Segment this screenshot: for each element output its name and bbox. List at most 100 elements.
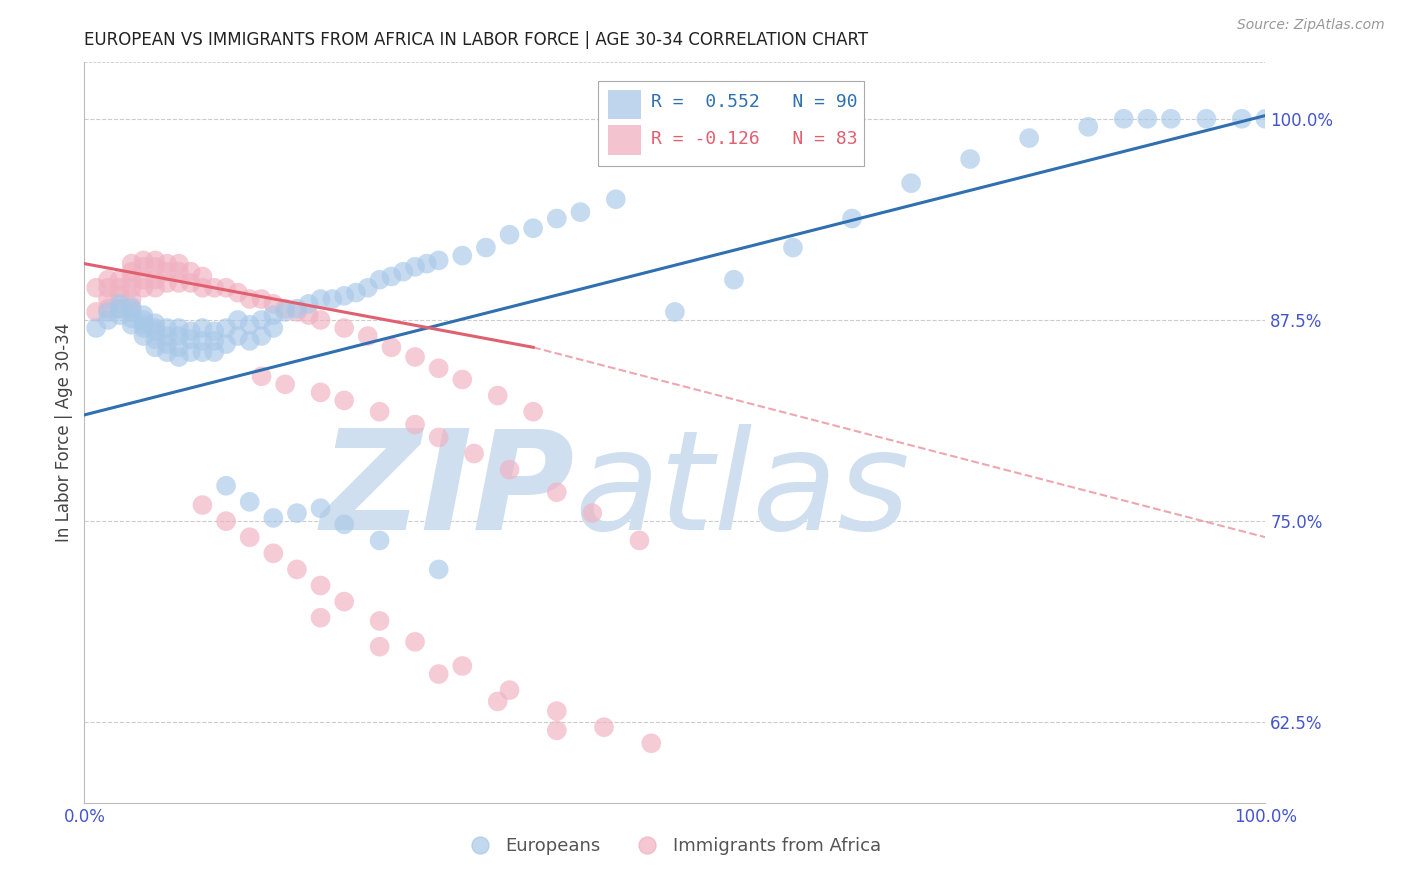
Point <box>108 301 131 316</box>
Point <box>262 308 284 322</box>
Point <box>486 388 509 402</box>
Text: atlas: atlas <box>575 425 910 559</box>
Point <box>156 257 179 271</box>
Point <box>121 292 143 306</box>
Point <box>215 321 238 335</box>
Point <box>108 308 131 322</box>
Point <box>285 562 308 576</box>
Point <box>427 361 450 376</box>
Point <box>250 292 273 306</box>
Point <box>285 506 308 520</box>
Point <box>404 350 426 364</box>
Point <box>132 273 155 287</box>
Point <box>84 281 107 295</box>
Point <box>167 257 190 271</box>
Point <box>593 720 616 734</box>
Point <box>180 276 202 290</box>
Point <box>262 297 284 311</box>
Point <box>121 281 143 295</box>
Point <box>191 281 214 295</box>
Point <box>427 562 450 576</box>
Point <box>640 736 662 750</box>
Point <box>143 321 166 335</box>
Point <box>215 281 238 295</box>
Point <box>108 301 131 316</box>
Point <box>239 318 262 332</box>
Point <box>191 321 214 335</box>
Point <box>167 329 190 343</box>
Point <box>132 321 155 335</box>
Point <box>180 324 202 338</box>
Point <box>143 273 166 287</box>
Point <box>215 337 238 351</box>
Point <box>404 635 426 649</box>
Point <box>143 253 166 268</box>
Point <box>427 667 450 681</box>
Point <box>215 479 238 493</box>
Text: Source: ZipAtlas.com: Source: ZipAtlas.com <box>1237 18 1385 32</box>
Point <box>333 517 356 532</box>
Point <box>475 240 498 254</box>
Point <box>250 369 273 384</box>
Point <box>143 316 166 330</box>
Point <box>333 321 356 335</box>
Point <box>841 211 863 226</box>
Point <box>285 301 308 316</box>
Point <box>486 694 509 708</box>
Point <box>180 332 202 346</box>
Point <box>1195 112 1218 126</box>
Point <box>202 281 225 295</box>
Point <box>427 430 450 444</box>
Point <box>121 305 143 319</box>
Point <box>226 285 249 300</box>
Point <box>1160 112 1182 126</box>
Point <box>333 594 356 608</box>
Point <box>97 301 120 316</box>
Text: ZIP: ZIP <box>321 425 575 559</box>
Point <box>97 305 120 319</box>
Point <box>156 345 179 359</box>
Point <box>250 329 273 343</box>
Point <box>959 152 981 166</box>
Point <box>392 265 415 279</box>
Point <box>108 297 131 311</box>
Legend: Europeans, Immigrants from Africa: Europeans, Immigrants from Africa <box>464 831 886 861</box>
Point <box>357 281 380 295</box>
Point <box>1112 112 1135 126</box>
Point <box>226 313 249 327</box>
Point <box>321 292 343 306</box>
FancyBboxPatch shape <box>598 81 863 166</box>
Point <box>664 305 686 319</box>
Point <box>333 393 356 408</box>
Point <box>121 265 143 279</box>
Point <box>298 308 321 322</box>
Point <box>239 530 262 544</box>
Point <box>451 249 474 263</box>
Point <box>167 350 190 364</box>
Text: R = -0.126   N = 83: R = -0.126 N = 83 <box>651 129 858 148</box>
Point <box>368 640 391 654</box>
Point <box>97 281 120 295</box>
Point <box>191 345 214 359</box>
Point <box>97 292 120 306</box>
Y-axis label: In Labor Force | Age 30-34: In Labor Force | Age 30-34 <box>55 323 73 542</box>
Point <box>368 405 391 419</box>
Point <box>121 318 143 332</box>
Point <box>309 313 332 327</box>
Point <box>239 334 262 348</box>
Point <box>451 659 474 673</box>
Point <box>333 289 356 303</box>
Point <box>404 417 426 432</box>
Point <box>167 276 190 290</box>
Point <box>156 321 179 335</box>
Point <box>498 462 520 476</box>
Point <box>167 340 190 354</box>
Point <box>167 321 190 335</box>
Text: R =  0.552   N = 90: R = 0.552 N = 90 <box>651 93 858 111</box>
Point <box>309 292 332 306</box>
Point <box>298 297 321 311</box>
Point <box>121 301 143 316</box>
Point <box>522 405 544 419</box>
Point <box>121 257 143 271</box>
Point <box>900 176 922 190</box>
